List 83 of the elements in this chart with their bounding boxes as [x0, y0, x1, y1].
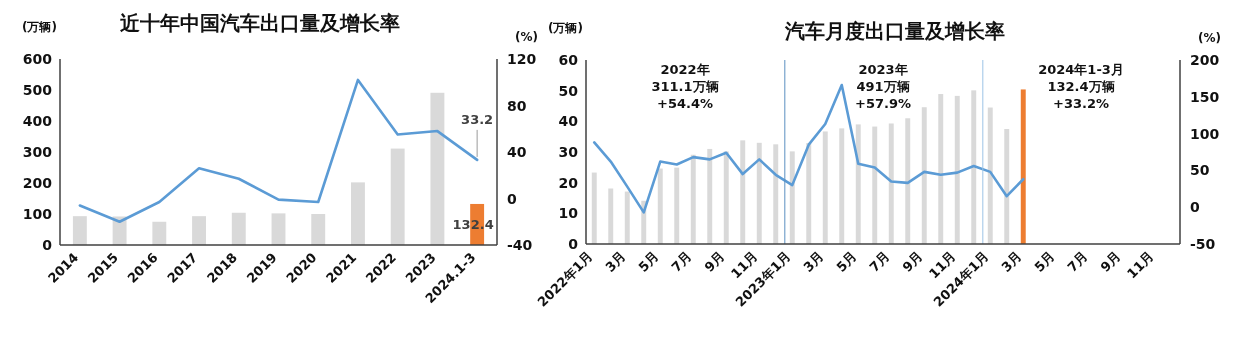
bar — [855, 124, 861, 244]
bar — [271, 213, 286, 245]
bar — [152, 221, 167, 245]
x-tick-label: 7月 — [866, 248, 893, 275]
annotation: 2023年 491万辆 +57.9% — [855, 62, 911, 111]
bar — [839, 128, 845, 244]
x-tick-label: 9月 — [701, 248, 728, 275]
x-tick-label: 7月 — [1064, 248, 1091, 275]
annotation: 2022年 311.1万辆 +54.4% — [651, 62, 719, 111]
x-tick-label: 9月 — [899, 248, 926, 275]
y2-tick-label: 40 — [507, 144, 527, 160]
y2-tick-label: 200 — [1190, 52, 1220, 68]
y-tick-label: 60 — [558, 52, 579, 68]
bar — [756, 142, 762, 244]
bar — [723, 151, 729, 244]
y2-tick-label: 0 — [507, 190, 517, 207]
y-tick-label: 20 — [558, 174, 579, 191]
bar — [1020, 89, 1026, 244]
bar — [773, 144, 779, 244]
x-tick-label: 3月 — [800, 248, 827, 275]
y-tick-label: 30 — [558, 144, 579, 160]
y2-tick-label: -40 — [507, 237, 533, 253]
bar — [192, 216, 206, 245]
bar — [822, 131, 828, 244]
x-tick-label: 7月 — [668, 248, 695, 275]
bar — [351, 182, 365, 245]
bar — [390, 148, 405, 245]
y2-tick-label: 0 — [1190, 199, 1200, 216]
data-label: 33.2 — [461, 111, 494, 127]
bar — [789, 151, 795, 244]
bar — [72, 216, 87, 245]
bar — [1004, 129, 1010, 244]
y-tick-label: 0 — [42, 237, 53, 253]
y2-tick-label: 150 — [1190, 88, 1220, 105]
bar — [624, 191, 630, 244]
x-tick-label: 3月 — [998, 248, 1025, 275]
y-axis-title: (万辆) — [22, 20, 57, 34]
x-tick-label: 5月 — [1031, 248, 1058, 275]
x-tick-label: 11月 — [1124, 248, 1157, 282]
bar — [806, 143, 812, 244]
y-tick-label: 10 — [558, 205, 579, 222]
chart-title: 近十年中国汽车出口量及增长率 — [119, 11, 400, 35]
y-tick-label: 600 — [22, 51, 53, 67]
bar — [657, 168, 663, 244]
y2-tick-label: 100 — [1190, 125, 1220, 142]
annotation: 2024年1-3月 132.4万辆 +33.2% — [1038, 62, 1124, 111]
y-tick-label: 400 — [22, 113, 53, 129]
y2-tick-label: 80 — [507, 97, 527, 114]
y-tick-label: 40 — [558, 113, 579, 130]
bar — [938, 94, 944, 244]
y-tick-label: 50 — [558, 82, 579, 99]
x-tick-label: 5月 — [635, 248, 662, 275]
y-tick-label: 100 — [22, 206, 53, 222]
y-tick-label: 500 — [22, 82, 53, 98]
bar — [888, 123, 894, 244]
bar — [707, 148, 713, 244]
bar — [954, 95, 960, 244]
y2-tick-label: 120 — [507, 51, 537, 67]
bar — [872, 126, 878, 244]
bar — [971, 90, 977, 244]
x-tick-label: 3月 — [602, 248, 629, 275]
bar — [674, 167, 680, 244]
bar — [690, 154, 696, 244]
x-tick-label: 9月 — [1097, 248, 1124, 275]
bar — [591, 172, 597, 244]
bar — [608, 188, 614, 244]
bar — [740, 140, 746, 244]
bar — [311, 214, 326, 245]
bar — [921, 107, 927, 244]
bar — [430, 92, 445, 245]
y-tick-label: 0 — [568, 236, 579, 252]
y2-tick-label: 50 — [1190, 162, 1210, 179]
y2-axis-title: (%) — [515, 30, 538, 44]
x-tick-label: 5月 — [833, 248, 860, 275]
bar — [987, 107, 993, 244]
y2-tick-label: -50 — [1190, 236, 1216, 252]
bar — [905, 118, 911, 244]
y-tick-label: 200 — [22, 175, 53, 191]
chart-title: 汽车月度出口量及增长率 — [784, 19, 1005, 43]
bar — [231, 212, 246, 245]
y-axis-title: (万辆) — [548, 21, 583, 35]
y2-axis-title: (%) — [1198, 31, 1221, 45]
y-tick-label: 300 — [22, 144, 53, 160]
